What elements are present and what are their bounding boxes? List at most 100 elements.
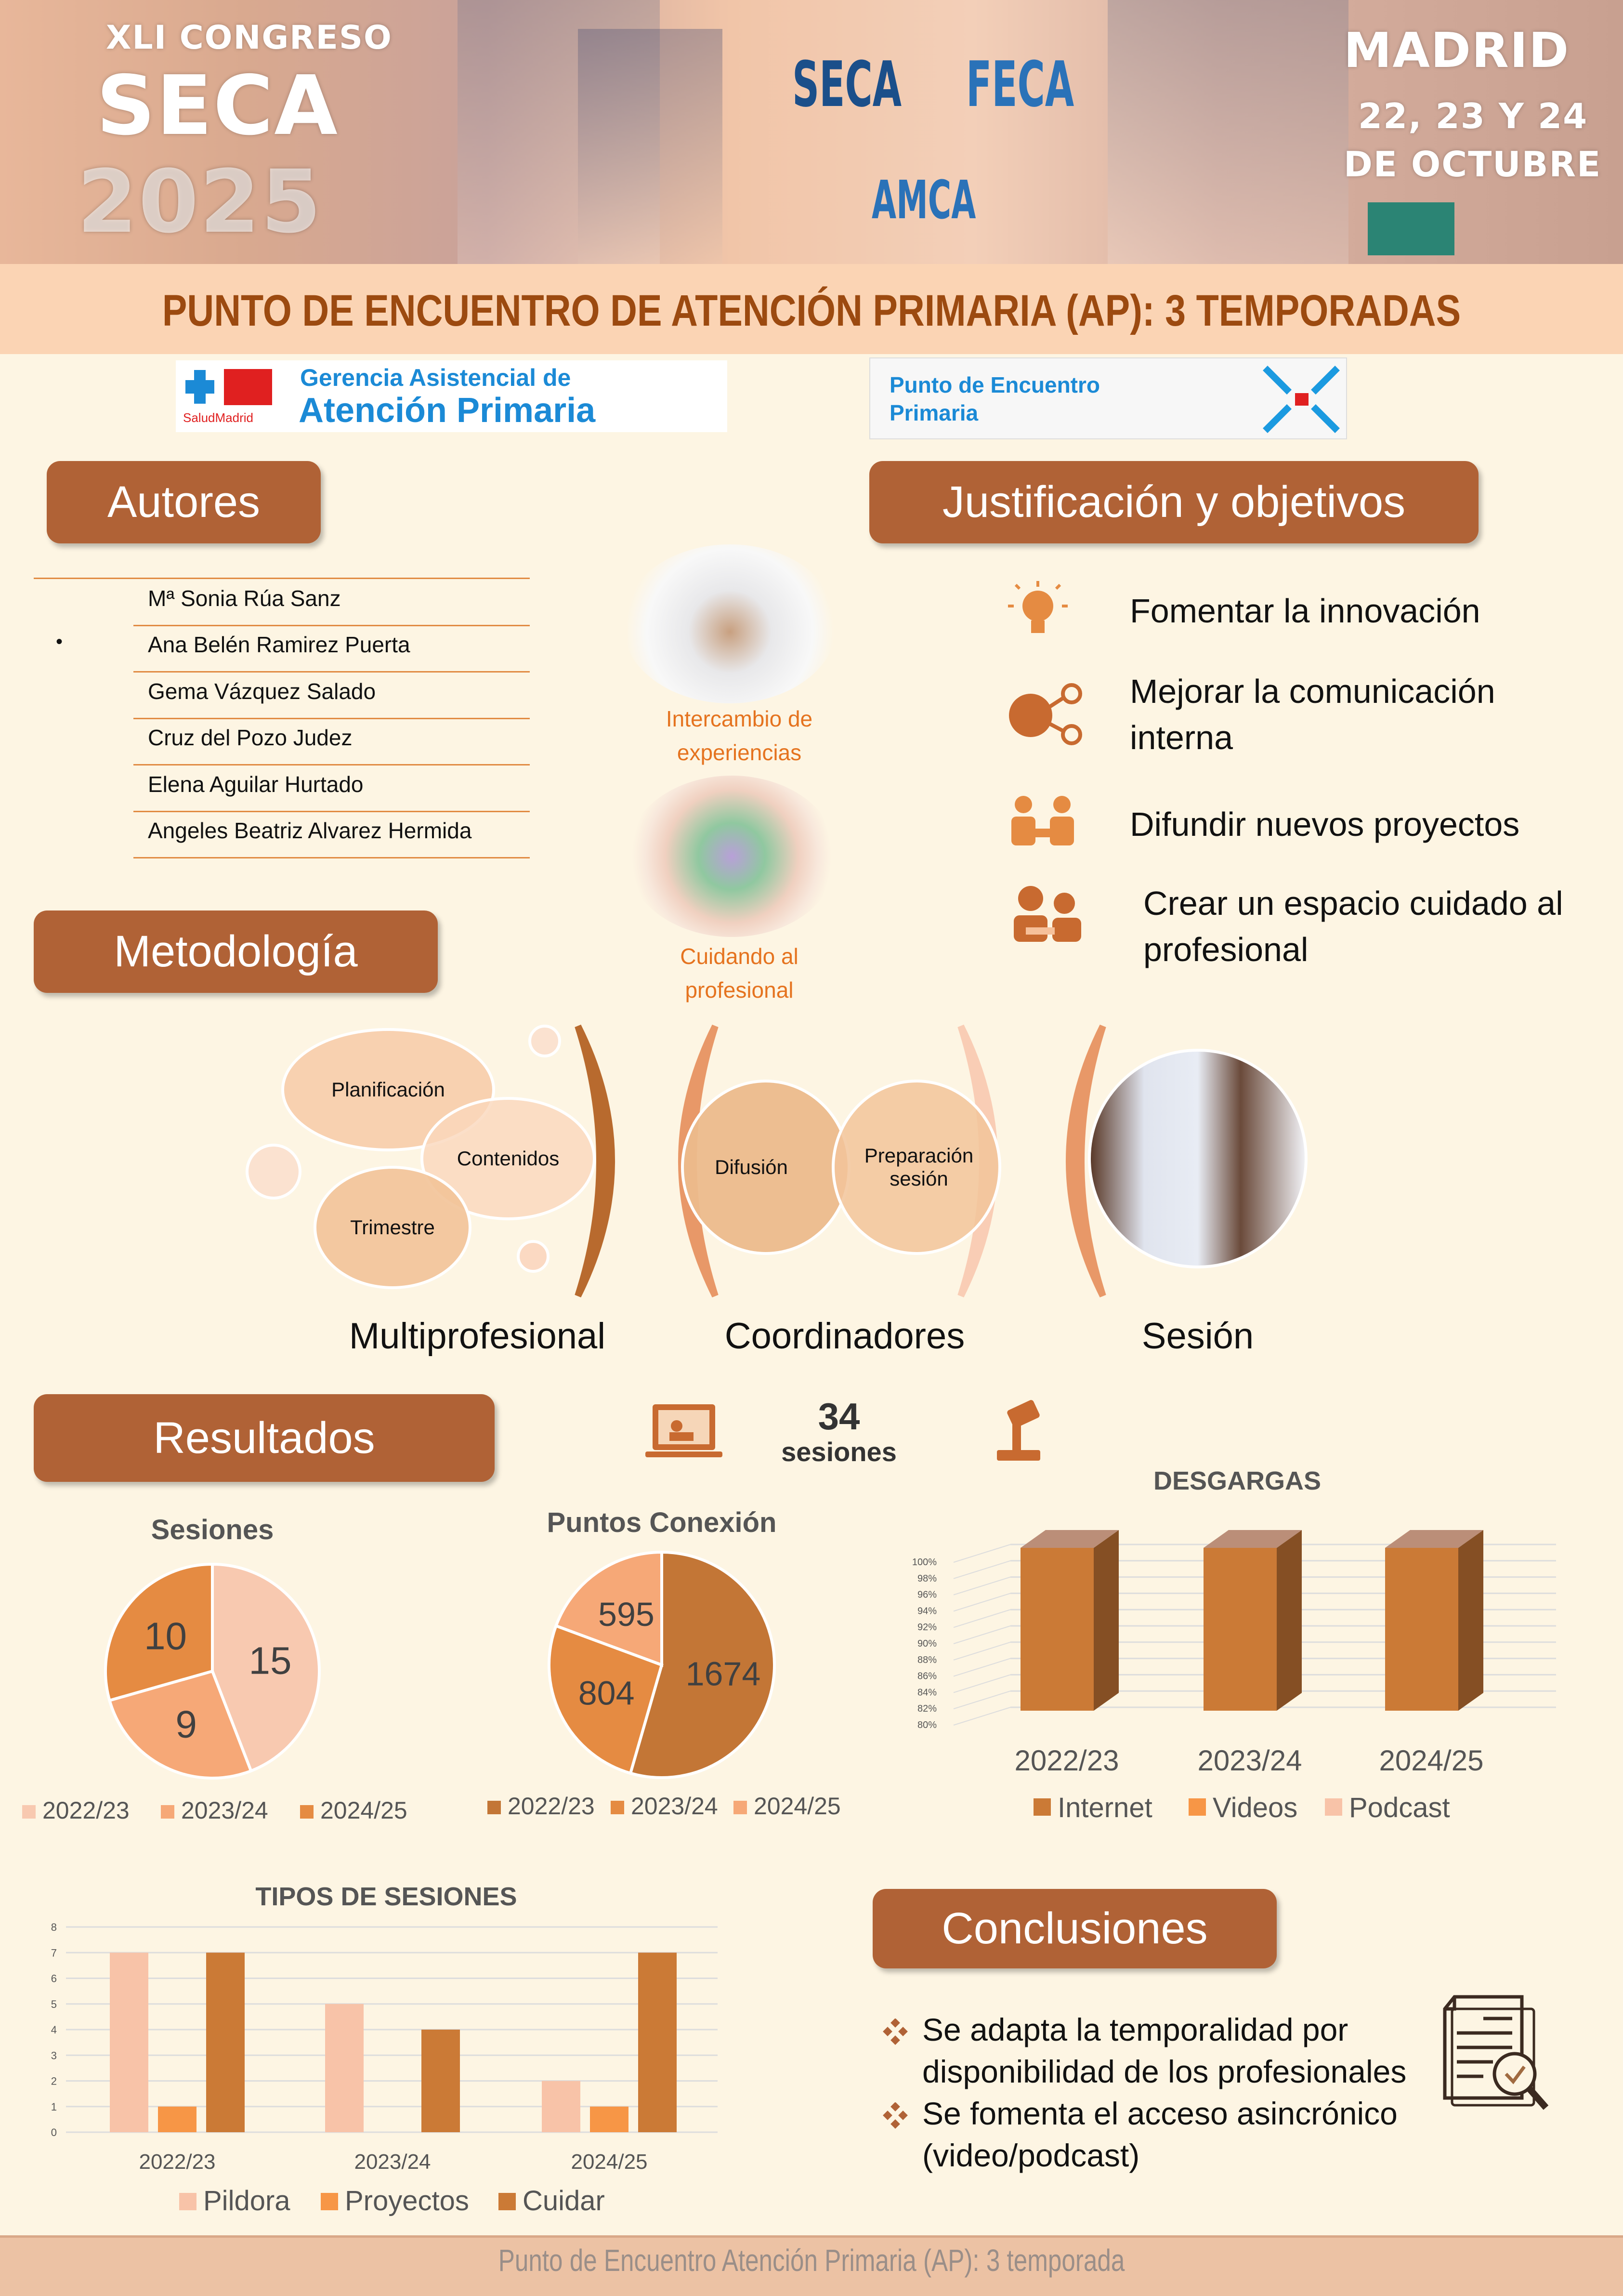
x-tick-label: 2023/24 <box>354 2150 431 2174</box>
care-person-icon <box>1014 886 1081 942</box>
gavel-icon <box>997 1400 1040 1461</box>
legend-swatch <box>1034 1798 1051 1816</box>
legend-swatch <box>300 1805 314 1819</box>
y-tick-label: 7 <box>51 1947 57 1959</box>
divider <box>133 811 530 812</box>
people-care-photo <box>626 776 838 937</box>
legend-label: Internet <box>1058 1792 1152 1823</box>
sessions-count: 34 <box>818 1395 860 1438</box>
conclusion-item: Se adapta la temporalidad por disponibil… <box>922 2012 1407 2089</box>
legend-label: Cuidar <box>523 2185 605 2217</box>
decor-bubble <box>246 1144 301 1200</box>
bar-side <box>1458 1530 1483 1711</box>
y-tick-label: 90% <box>917 1638 937 1649</box>
gridline-diagonal <box>953 1674 1011 1693</box>
bullet: • <box>56 631 63 652</box>
bar-side <box>1094 1530 1119 1711</box>
hands-together-photo <box>622 544 838 703</box>
x-tick-label: 2022/23 <box>139 2150 215 2174</box>
caption-cuidando: Cuidando al profesional <box>680 944 798 1003</box>
gridline-diagonal <box>953 1544 1011 1563</box>
laptop-icon <box>645 1404 722 1457</box>
section-justificacion: Justificación y objetivos <box>869 461 1479 543</box>
bar-Internet-2024/25 <box>1385 1548 1458 1711</box>
diamond-bullet-icon <box>883 2019 908 2045</box>
bar-Proyectos-2022/23 <box>158 2106 196 2132</box>
legend-label: 2023/24 <box>631 1793 718 1820</box>
author-name: Gema Vázquez Salado <box>148 679 376 704</box>
y-tick-label: 5 <box>51 1998 57 2010</box>
seca-logo: SECA <box>792 48 902 121</box>
chart-title: Puntos Conexión <box>547 1507 777 1538</box>
author-name: Elena Aguilar Hurtado <box>148 772 364 797</box>
document-review-icon <box>1443 1995 1549 2110</box>
building-illustration <box>1108 0 1348 264</box>
congress-number: XLI CONGRESO <box>106 19 393 57</box>
pie-data-label: 15 <box>249 1639 292 1682</box>
building-illustration <box>458 0 660 264</box>
congress-dates: 22, 23 Y 24 <box>1358 96 1588 136</box>
gridline-diagonal <box>953 1560 1011 1579</box>
pie-slice-2022/23 <box>628 1550 776 1779</box>
legend-label: Videos <box>1213 1792 1297 1823</box>
amca-logo: AMCA <box>872 169 976 231</box>
chart-title: TIPOS DE SESIONES <box>255 1882 517 1911</box>
divider <box>133 671 530 673</box>
section-autores: Autores <box>47 461 321 543</box>
label-sesion: Sesión <box>1141 1316 1254 1357</box>
legend-label: 2022/23 <box>508 1793 595 1820</box>
y-tick-label: 82% <box>917 1703 937 1714</box>
section-resultados: Resultados <box>34 1394 495 1482</box>
pie-data-label: 9 <box>175 1702 197 1745</box>
conclusions-list: Se adapta la temporalidad por disponibil… <box>881 2009 1421 2177</box>
gridline-diagonal <box>953 1707 1011 1726</box>
congress-name: SECA <box>96 58 339 154</box>
legend-swatch <box>498 2193 516 2210</box>
y-tick-label: 1 <box>51 2101 57 2113</box>
salud-madrid-text: SaludMadrid <box>183 410 253 425</box>
bracket-open-icon <box>678 1024 719 1298</box>
author-name: Mª Sonia Rúa Sanz <box>148 586 341 611</box>
label-coordinadores: Coordinadores <box>724 1316 965 1357</box>
bar-Cuidar-2023/24 <box>421 2030 460 2132</box>
conclusion-item: Se fomenta el acceso asincrónico (video/… <box>922 2096 1398 2173</box>
legend-swatch <box>321 2193 338 2210</box>
venn-difusion: Difusión <box>681 1080 851 1255</box>
gerencia-logo: SaludMadrid Gerencia Asistencial de Aten… <box>176 360 727 432</box>
y-tick-label: 98% <box>917 1573 937 1584</box>
y-tick-label: 6 <box>51 1973 57 1985</box>
divider <box>133 857 530 858</box>
pie-slice-2023/24 <box>548 1623 664 1775</box>
legend-label: Podcast <box>1349 1792 1450 1823</box>
y-tick-label: 96% <box>917 1590 937 1600</box>
y-tick-label: 84% <box>917 1687 937 1698</box>
divider <box>133 625 530 626</box>
x-tick-label: 2024/25 <box>571 2150 647 2174</box>
gridline-diagonal <box>953 1593 1011 1612</box>
legend-label: 2024/25 <box>320 1797 407 1824</box>
gerencia-line1: Gerencia Asistencial de <box>300 364 571 391</box>
x-tick-label: 2024/25 <box>1379 1744 1484 1777</box>
pie-slice-2023/24 <box>107 1669 253 1780</box>
bracket-open-icon <box>1066 1024 1106 1298</box>
decor-bubble <box>517 1240 550 1273</box>
sponsor-logo <box>1368 202 1454 255</box>
label-multiprofesional: Multiprofesional <box>349 1316 606 1357</box>
diamond-bullet-icon <box>883 2102 908 2129</box>
pie-data-label: 804 <box>578 1675 635 1712</box>
legend-label: 2022/23 <box>42 1797 130 1824</box>
objective-text: Crear un espacio cuidado al profesional <box>1143 884 1563 968</box>
gridline-diagonal <box>953 1641 1011 1661</box>
title-band <box>0 264 1623 354</box>
bar-Pildora-2023/24 <box>325 2004 364 2132</box>
bubble-trimestre: Trimestre <box>314 1166 471 1289</box>
congress-month: DE OCTUBRE <box>1344 144 1602 185</box>
author-name: Angeles Beatriz Alvarez Hermida <box>148 818 472 843</box>
footer <box>0 2235 1623 2296</box>
bracket-dividers <box>575 1024 1106 1298</box>
feca-logo: FECA <box>966 48 1074 121</box>
pie-slice-2024/25 <box>104 1562 214 1702</box>
pie-data-label: 1674 <box>686 1655 761 1693</box>
bar-side <box>1277 1530 1302 1711</box>
section-metodologia: Metodología <box>34 910 438 993</box>
